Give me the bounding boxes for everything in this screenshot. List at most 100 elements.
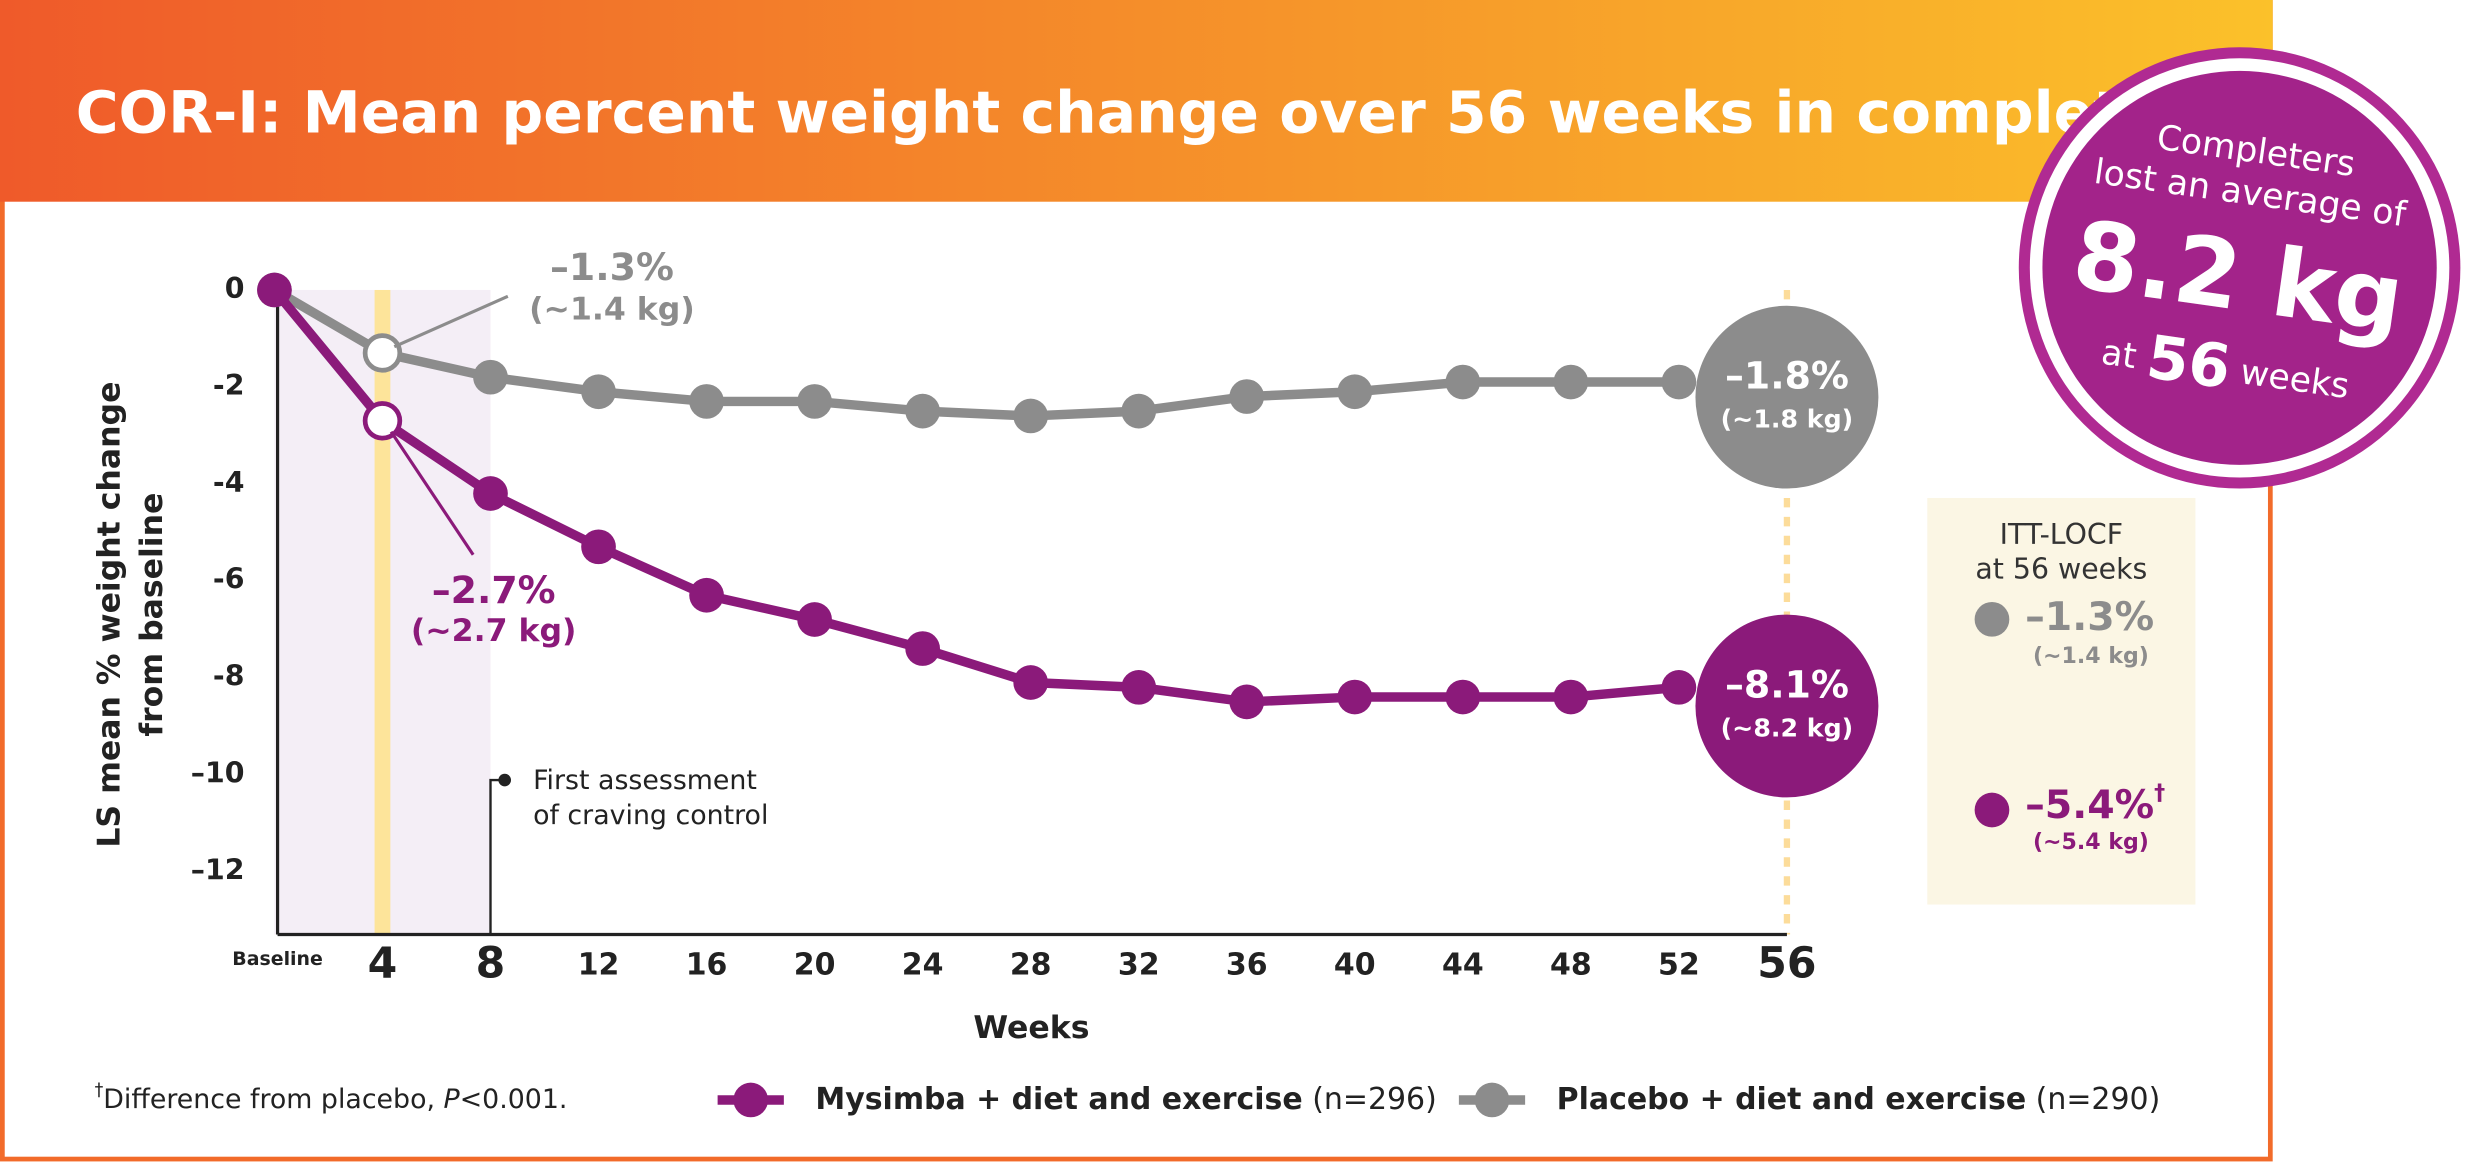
x-tick-label: 40 — [1334, 948, 1376, 983]
x-tick-label: 28 — [1010, 948, 1052, 983]
highlight-band — [374, 289, 391, 935]
data-point — [1337, 679, 1373, 715]
data-point — [257, 272, 292, 308]
data-point — [1553, 679, 1589, 715]
callout: (~2.7 kg) — [411, 613, 577, 649]
y-tick-label: -2 — [213, 369, 245, 402]
footnote-text: Difference from placebo, — [103, 1083, 443, 1114]
y-tick-label: -6 — [213, 563, 245, 596]
data-point — [1553, 364, 1589, 400]
legend-entry: Mysimba + diet and exercise (n=296) — [815, 1081, 1436, 1116]
data-point — [905, 393, 940, 429]
data-point — [1229, 684, 1265, 720]
footnote-rest: <0.001. — [460, 1083, 568, 1114]
itt-value: –1.3% — [2025, 594, 2154, 640]
y-tick-label: -4 — [213, 466, 245, 499]
data-point — [1121, 393, 1157, 429]
itt-dagger: † — [2154, 781, 2165, 806]
end-callout: (~1.8 kg) — [1721, 405, 1854, 434]
data-point — [905, 631, 940, 666]
y-tick-label: 0 — [225, 272, 245, 305]
end-callout: –1.8% — [1725, 354, 1849, 398]
callout-leader — [389, 430, 475, 556]
data-point — [1445, 364, 1481, 400]
y-tick-label: –12 — [191, 854, 245, 887]
data-point — [1121, 670, 1157, 705]
footnote: †Difference from placebo, P<0.001. — [95, 1081, 568, 1115]
data-point — [1337, 374, 1373, 410]
data-point — [689, 577, 724, 613]
footnote-mark: † — [95, 1081, 104, 1101]
x-tick-label: 32 — [1118, 948, 1160, 983]
badge-number: 56 — [2143, 322, 2235, 403]
data-point — [473, 359, 508, 395]
x-tick-label: 4 — [368, 939, 398, 989]
data-point — [362, 333, 403, 373]
y-tick-label: -8 — [213, 660, 245, 693]
x-tick-label: 12 — [578, 948, 620, 983]
legend-entry: Placebo + diet and exercise (n=290) — [1557, 1081, 2161, 1116]
legend-marker — [733, 1082, 769, 1118]
end-callout-circle — [1695, 614, 1879, 798]
badge: Completers lost an average of 8.2 kg at … — [2018, 47, 2461, 489]
legend-name: Placebo + diet and exercise — [1557, 1081, 2026, 1116]
header — [0, 0, 2273, 202]
itt-title: ITT-LOCF — [2000, 518, 2123, 551]
data-point — [1013, 665, 1049, 700]
legend-n: (n=296) — [1312, 1081, 1437, 1116]
callout-leader — [393, 294, 509, 349]
legend-marker — [1474, 1082, 1510, 1118]
itt-kg: (~5.4 kg) — [2033, 830, 2149, 855]
y-tick-label: –10 — [191, 757, 245, 790]
legend-name: Mysimba + diet and exercise — [815, 1081, 1302, 1116]
end-callout: (~8.2 kg) — [1721, 714, 1854, 743]
annotation-dot — [498, 773, 512, 787]
data-point — [1445, 679, 1481, 715]
legend-n: (n=290) — [2036, 1081, 2161, 1116]
end-callout: –8.1% — [1725, 663, 1849, 707]
x-tick-label: 16 — [686, 948, 728, 983]
footnote-italic: P — [444, 1083, 461, 1114]
y-axis-label: LS mean % weight change — [91, 382, 127, 848]
data-point — [581, 374, 616, 410]
itt-title: at 56 weeks — [1975, 552, 2147, 585]
itt-value-text: –5.4% — [2025, 781, 2154, 827]
data-point — [797, 384, 832, 419]
annotation: First assessment — [533, 765, 757, 796]
badge-at: at — [2099, 333, 2139, 377]
callout: –2.7% — [432, 568, 556, 612]
data-point — [797, 602, 832, 637]
x-tick-label: Baseline — [232, 948, 323, 970]
data-point — [1661, 364, 1697, 400]
data-point — [362, 401, 403, 441]
title-text: COR-I: Mean percent weight change over 5… — [76, 79, 2224, 147]
x-tick-label: 20 — [794, 948, 836, 983]
x-tick-label: 56 — [1757, 939, 1816, 989]
callout: –1.3% — [550, 245, 674, 289]
data-point — [1013, 398, 1049, 434]
itt-box: ITT-LOCF at 56 weeks –1.3% (~1.4 kg) –5.… — [1927, 497, 2196, 905]
x-axis-label: Weeks — [973, 1010, 1089, 1046]
data-point — [473, 476, 508, 511]
x-tick-label: 8 — [476, 939, 506, 989]
data-point — [689, 384, 724, 419]
y-axis-label: from baseline — [134, 493, 170, 737]
x-tick-label: 52 — [1658, 948, 1700, 983]
itt-kg: (~1.4 kg) — [2033, 644, 2149, 669]
callout: (~1.4 kg) — [529, 291, 695, 327]
data-point — [1229, 379, 1265, 414]
annotation: of craving control — [533, 800, 768, 831]
series-line — [270, 286, 1680, 707]
x-tick-label: 48 — [1550, 948, 1592, 983]
x-tick-label: 36 — [1226, 948, 1268, 983]
itt-value: –5.4%† — [2025, 781, 2165, 827]
data-point — [1661, 670, 1697, 705]
x-tick-label: 24 — [902, 948, 944, 983]
title: COR-I: Mean percent weight change over 5… — [76, 76, 2281, 147]
data-point — [581, 529, 616, 565]
end-callout-circle — [1695, 305, 1879, 489]
x-tick-label: 44 — [1442, 948, 1484, 983]
series-line — [272, 285, 1679, 421]
